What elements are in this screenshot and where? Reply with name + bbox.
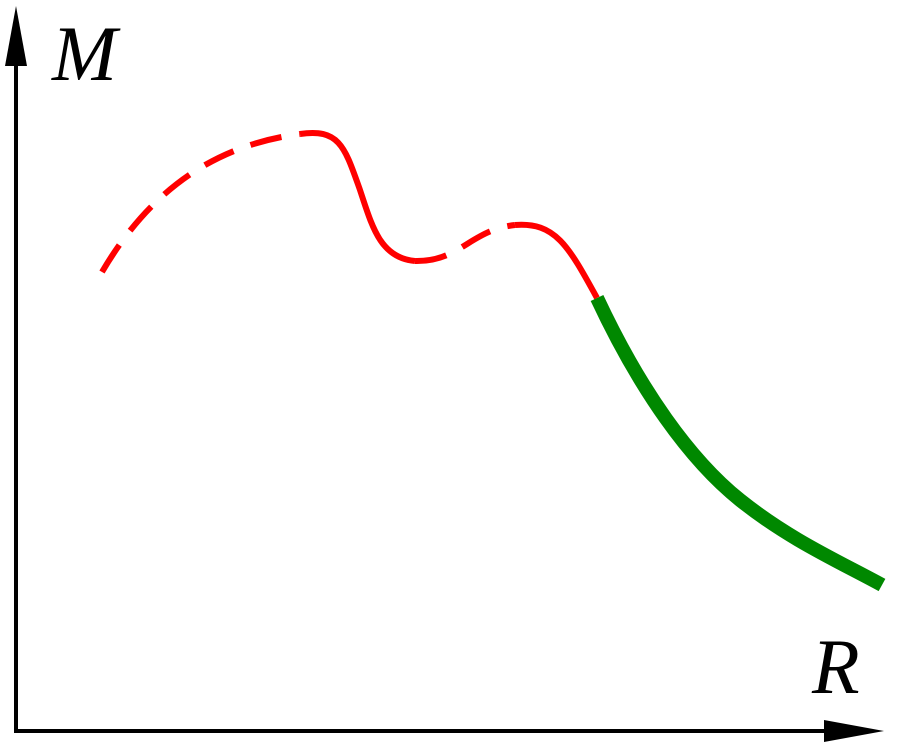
x-axis-arrowhead (824, 720, 884, 742)
curve-dashed-branch-left (99, 131, 301, 274)
x-axis-label: R (811, 623, 860, 710)
curve-dashed-branch-dip (414, 222, 516, 265)
curve-solid-branch-peak (299, 130, 416, 264)
curve-solid-branch-second-peak (514, 221, 600, 300)
curve-stable-branch (590, 295, 886, 592)
y-axis-arrowhead (5, 6, 27, 66)
y-axis-label: M (51, 10, 121, 97)
